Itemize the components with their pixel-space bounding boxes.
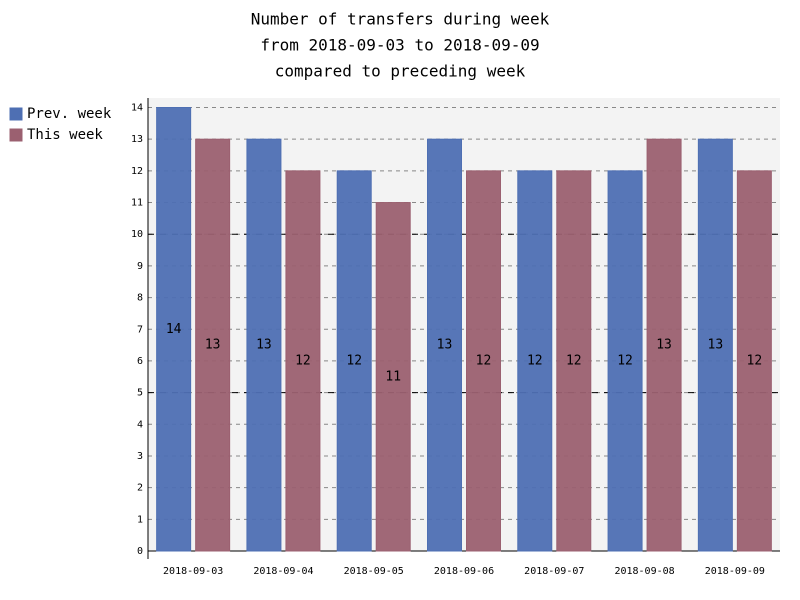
y-tick-label: 10 [131, 229, 143, 240]
y-tick-label: 8 [137, 293, 143, 304]
x-tick-label: 2018-09-05 [344, 566, 404, 577]
y-tick-label: 7 [137, 324, 143, 335]
value-label: 12 [747, 353, 763, 368]
bar [517, 170, 553, 552]
bar [427, 138, 462, 552]
x-tick-label: 2018-09-04 [253, 566, 313, 577]
value-label: 12 [617, 353, 633, 368]
x-tick-label: 2018-09-06 [434, 566, 494, 577]
bar [336, 170, 372, 552]
y-tick-label: 13 [131, 134, 143, 145]
x-tick-label: 2018-09-08 [614, 566, 674, 577]
bar [556, 170, 592, 552]
y-tick-label: 6 [137, 356, 143, 367]
value-label: 13 [708, 338, 724, 353]
bar [736, 170, 772, 552]
y-tick-label: 3 [137, 451, 143, 462]
legend-label: This week [27, 127, 103, 143]
bar [646, 138, 682, 552]
value-label: 12 [476, 353, 492, 368]
bar [195, 138, 231, 552]
value-label: 13 [205, 338, 221, 353]
bar [156, 107, 192, 552]
value-label: 13 [437, 338, 453, 353]
value-label: 11 [385, 369, 401, 384]
y-tick-label: 5 [137, 388, 143, 399]
bar [697, 138, 733, 552]
value-label: 12 [295, 353, 311, 368]
y-tick-label: 14 [131, 103, 143, 114]
bar [607, 170, 643, 552]
bar [466, 170, 501, 552]
value-label: 13 [256, 338, 272, 353]
bar [246, 138, 282, 552]
y-tick-label: 0 [137, 546, 143, 557]
x-tick-label: 2018-09-09 [705, 566, 765, 577]
value-label: 14 [166, 322, 182, 337]
chart-title: from 2018-09-03 to 2018-09-09 [260, 36, 539, 55]
plot-background [148, 98, 780, 551]
value-label: 12 [346, 353, 362, 368]
legend-swatch [9, 107, 23, 121]
legend-swatch [9, 128, 23, 142]
bar [285, 170, 321, 552]
y-tick-label: 11 [131, 198, 143, 209]
y-tick-label: 2 [137, 483, 143, 494]
value-label: 12 [527, 353, 543, 368]
y-tick-label: 9 [137, 261, 143, 272]
chart-title: Number of transfers during week [251, 10, 550, 29]
y-tick-label: 4 [137, 419, 143, 430]
bar [375, 202, 411, 552]
chart-title: compared to preceding week [275, 62, 526, 81]
x-tick-label: 2018-09-03 [163, 566, 223, 577]
x-tick-label: 2018-09-07 [524, 566, 584, 577]
value-label: 13 [656, 338, 672, 353]
value-label: 12 [566, 353, 582, 368]
y-tick-label: 12 [131, 166, 143, 177]
y-tick-label: 1 [137, 514, 143, 525]
legend-label: Prev. week [27, 106, 112, 122]
